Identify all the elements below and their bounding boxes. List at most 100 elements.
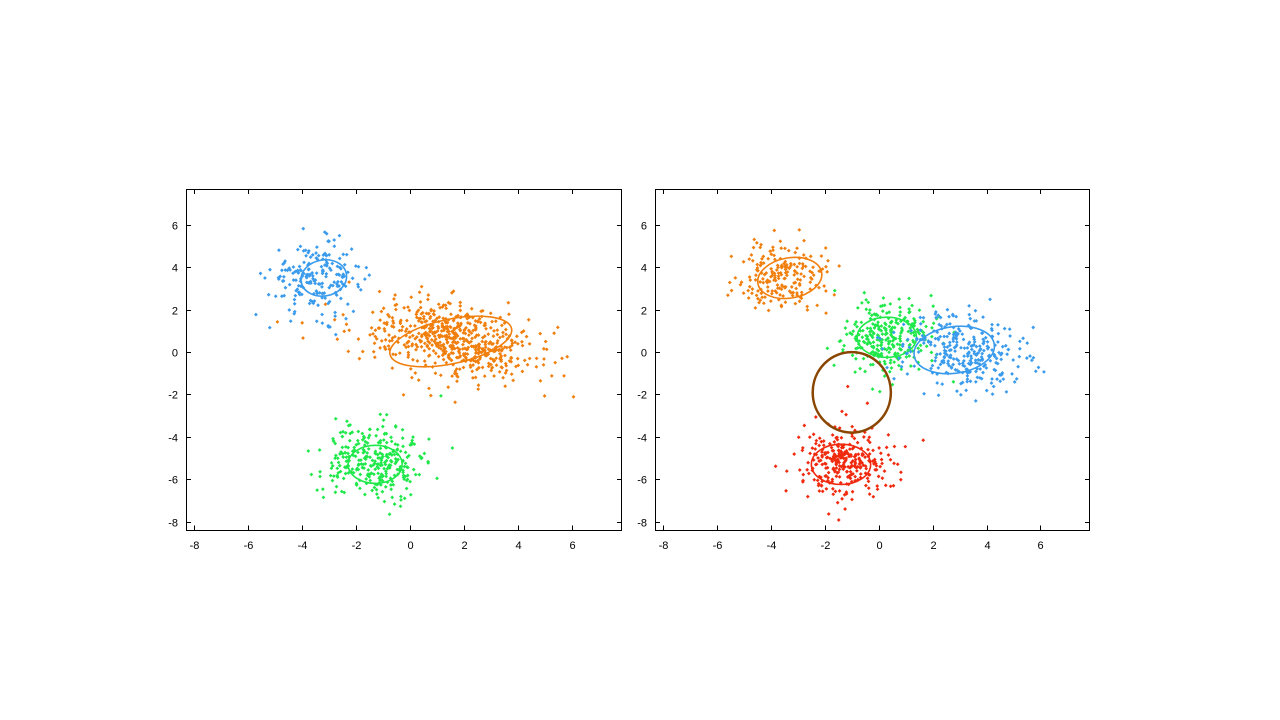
data-point — [461, 365, 466, 370]
data-point — [390, 315, 395, 320]
data-point — [755, 265, 760, 270]
data-point — [451, 328, 456, 333]
data-point — [857, 462, 862, 466]
data-point — [864, 466, 869, 471]
data-point — [356, 284, 361, 289]
data-point — [946, 359, 951, 364]
data-point — [983, 362, 988, 367]
cluster-ellipse — [389, 315, 513, 368]
data-point — [848, 469, 853, 474]
data-point — [337, 233, 342, 238]
data-point — [855, 346, 860, 350]
data-point — [907, 296, 911, 301]
data-point — [448, 301, 453, 306]
data-point — [321, 269, 326, 274]
data-point — [445, 326, 449, 331]
data-point — [394, 307, 398, 312]
data-point — [343, 430, 348, 435]
data-point — [830, 448, 835, 453]
data-point — [291, 265, 296, 269]
data-point — [816, 483, 821, 488]
data-point — [921, 315, 926, 320]
data-point — [828, 456, 832, 461]
data-point — [425, 344, 430, 349]
data-point — [883, 322, 888, 327]
data-point — [771, 248, 775, 253]
data-point — [378, 438, 383, 443]
data-point — [999, 357, 1004, 362]
data-point — [417, 472, 422, 477]
data-point — [861, 356, 866, 361]
data-point — [383, 484, 388, 489]
data-point — [405, 465, 410, 470]
data-point — [842, 460, 846, 465]
data-point — [816, 456, 821, 460]
data-point — [899, 326, 904, 331]
data-point — [332, 317, 337, 322]
data-point — [959, 345, 963, 350]
data-point — [402, 496, 407, 501]
data-point — [879, 340, 884, 345]
data-point — [979, 355, 984, 359]
data-point — [490, 319, 494, 324]
data-point — [335, 279, 340, 284]
data-point — [470, 369, 475, 374]
data-point — [391, 325, 396, 329]
data-point — [850, 489, 855, 494]
data-point — [832, 292, 837, 297]
data-point — [419, 344, 424, 349]
data-point — [836, 518, 841, 522]
data-point — [341, 252, 346, 257]
data-point — [884, 328, 888, 333]
data-point — [860, 335, 865, 340]
data-point — [996, 340, 1000, 344]
data-point — [501, 375, 506, 380]
data-point — [919, 348, 923, 353]
data-point — [483, 342, 488, 347]
data-point — [343, 465, 347, 470]
data-point — [484, 326, 488, 331]
data-point — [808, 451, 813, 456]
data-point — [886, 336, 890, 341]
data-point — [503, 361, 508, 366]
data-point — [916, 367, 921, 372]
data-point — [562, 373, 566, 378]
data-point — [452, 339, 456, 344]
data-point — [882, 326, 887, 330]
data-point — [1017, 339, 1022, 344]
data-point — [882, 469, 887, 473]
data-point — [850, 434, 855, 439]
data-point — [821, 443, 826, 448]
data-point — [761, 280, 766, 285]
data-point — [534, 356, 539, 361]
data-point — [329, 466, 334, 471]
data-point — [382, 344, 387, 349]
data-point — [433, 361, 438, 365]
data-point — [321, 253, 326, 257]
data-point — [366, 468, 371, 472]
data-point — [307, 301, 312, 306]
data-point — [501, 330, 505, 335]
data-point — [392, 502, 397, 506]
data-point — [847, 465, 852, 470]
data-point — [1002, 326, 1007, 331]
data-point — [543, 339, 548, 344]
data-point — [760, 295, 765, 300]
data-point — [907, 343, 912, 348]
data-point — [384, 454, 389, 458]
data-point — [455, 374, 460, 379]
data-point — [328, 325, 332, 329]
data-point — [489, 368, 494, 373]
x-tick-label: 6 — [569, 540, 575, 552]
data-point — [945, 307, 950, 312]
data-point — [967, 303, 971, 308]
data-point — [889, 366, 894, 370]
data-point — [444, 337, 449, 342]
data-point — [901, 322, 906, 327]
data-point — [320, 284, 324, 289]
data-point — [776, 276, 781, 281]
data-point — [410, 343, 414, 348]
data-point — [422, 341, 427, 346]
data-point — [905, 351, 910, 356]
data-point — [320, 312, 325, 317]
